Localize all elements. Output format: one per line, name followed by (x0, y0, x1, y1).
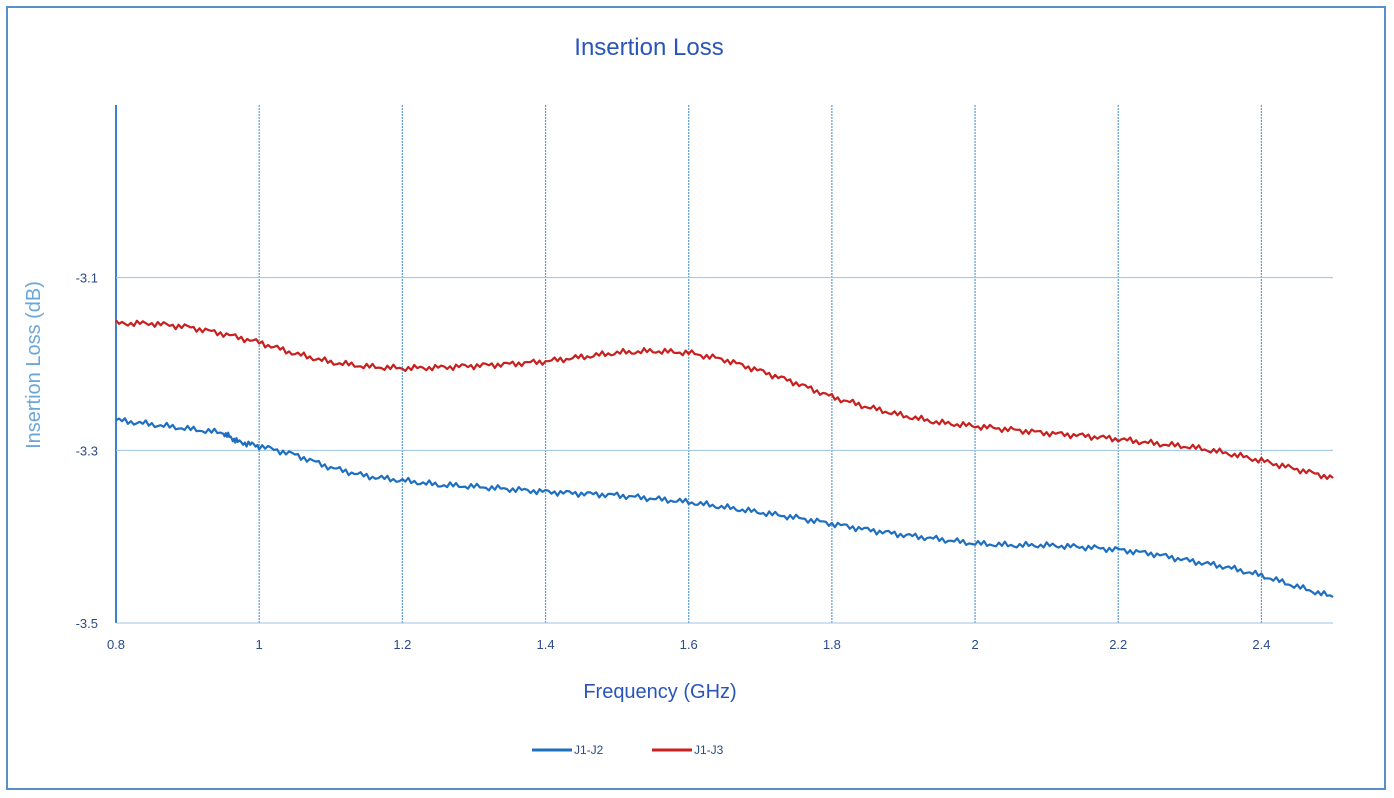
series-line-j1-j3 (115, 319, 1334, 480)
legend-label: J1-J2 (574, 743, 604, 757)
chart-title: Insertion Loss (574, 34, 723, 61)
y-axis-title: Insertion Loss (dB) (23, 281, 45, 449)
legend: J1-J2 J1-J3 (532, 743, 724, 757)
x-tick-label: 2.2 (1109, 637, 1127, 652)
y-tick-label: -3.3 (76, 443, 98, 458)
x-tick-label: 1.8 (823, 637, 841, 652)
chart-frame (6, 6, 1386, 790)
x-tick-label: 2 (971, 637, 978, 652)
x-axis-title: Frequency (GHz) (583, 681, 736, 703)
legend-label: J1-J3 (694, 743, 724, 757)
x-tick-label: 1.4 (536, 637, 554, 652)
tick-labels: 0.8 1 1.2 1.4 1.6 1.8 2 2.2 2.4 -3.1 -3.3 -3.5 (76, 271, 1271, 652)
series-group (115, 319, 1334, 599)
x-tick-label: 0.8 (107, 637, 125, 652)
x-tick-label: 1.2 (393, 637, 411, 652)
grid (115, 105, 1333, 624)
y-tick-label: -3.1 (76, 271, 98, 286)
x-tick-label: 1.6 (680, 637, 698, 652)
y-tick-label: -3.5 (76, 616, 98, 631)
x-tick-label: 2.4 (1252, 637, 1270, 652)
series-line-j1-j2 (115, 417, 1334, 599)
x-tick-label: 1 (256, 637, 263, 652)
